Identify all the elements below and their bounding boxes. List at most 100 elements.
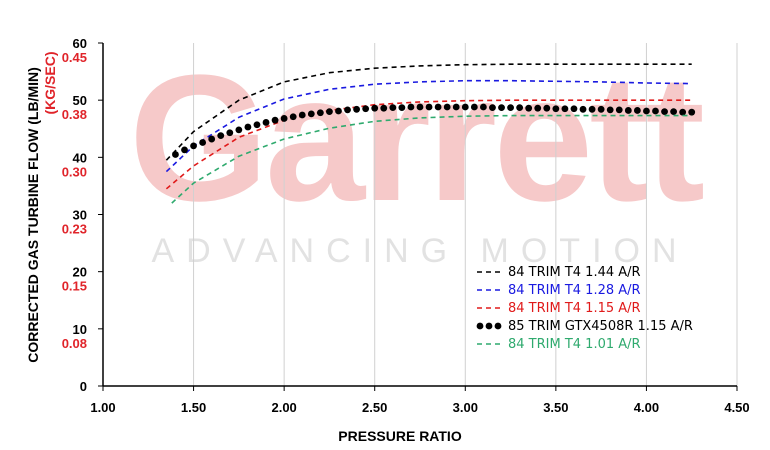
y-axis-title: CORRECTED GAS TURBINE FLOW (LB/MIN) xyxy=(25,67,41,363)
watermark: Garrett ADVANCING MOTION xyxy=(129,38,707,270)
series-point xyxy=(516,104,524,111)
series-point xyxy=(688,108,696,116)
y-axis-ticks: 0 10 20 30 40 50 60 0.08 0.15 0.23 0.30 0.38 0.45 xyxy=(62,36,103,394)
x-tick-label: 4.00 xyxy=(634,400,659,415)
series-point xyxy=(570,105,578,113)
series-point xyxy=(244,123,252,131)
series-point xyxy=(335,107,342,115)
series-point xyxy=(271,116,279,124)
chart-series xyxy=(165,63,696,204)
legend-label: 84 TRIM T4 1.15 A/R xyxy=(508,301,641,316)
series-point xyxy=(289,113,297,121)
series-point xyxy=(597,105,605,113)
series-point xyxy=(425,103,433,111)
series-point xyxy=(253,121,261,129)
x-tick-label: 1.00 xyxy=(90,400,115,415)
x-axis-title: PRESSURE RATIO xyxy=(338,428,462,444)
y-tick-label: 40 xyxy=(73,150,87,165)
series-point xyxy=(534,104,542,112)
y-axis-title-secondary: (KG/SEC) xyxy=(42,52,58,115)
series-point xyxy=(543,104,551,112)
watermark-brand: Garrett xyxy=(129,38,703,239)
series-point xyxy=(416,103,424,111)
y-tick-label: 10 xyxy=(73,322,87,337)
y-tick-label: 30 xyxy=(73,208,87,223)
series-point xyxy=(280,115,288,122)
legend-label: 84 TRIM T4 1.01 A/R xyxy=(508,337,641,352)
series-point xyxy=(380,104,388,112)
y-tick-label-secondary: 0.23 xyxy=(62,222,87,237)
series-point xyxy=(588,105,596,113)
series-point xyxy=(181,146,188,154)
series-point xyxy=(226,129,234,137)
y-tick-label-secondary: 0.38 xyxy=(62,107,87,122)
series-point xyxy=(208,135,216,143)
x-tick-label: 4.50 xyxy=(724,400,749,415)
series-point xyxy=(507,104,514,111)
legend-label: 84 TRIM T4 1.44 A/R xyxy=(508,265,641,280)
y-tick-label-secondary: 0.45 xyxy=(62,50,87,65)
series-point xyxy=(489,104,496,111)
x-axis-ticks: 1.00 1.50 2.00 2.50 3.00 3.50 4.00 4.50 xyxy=(90,386,750,415)
y-tick-label-secondary: 0.08 xyxy=(62,336,87,351)
series-point xyxy=(398,104,406,111)
series-point xyxy=(407,103,415,111)
series-point xyxy=(525,104,533,112)
series-point xyxy=(199,139,207,146)
series-point xyxy=(235,126,243,134)
x-tick-label: 3.00 xyxy=(453,400,478,415)
series-point xyxy=(615,106,623,114)
series-point xyxy=(190,142,197,150)
series-point xyxy=(561,105,569,113)
series-point xyxy=(326,108,333,115)
series-point xyxy=(480,103,487,111)
series-point xyxy=(652,107,659,115)
series-point xyxy=(461,103,469,111)
legend-label: 85 TRIM GTX4508R 1.15 A/R xyxy=(508,319,693,334)
y-tick-label-secondary: 0.30 xyxy=(62,164,87,179)
series-point xyxy=(606,106,614,114)
series-point xyxy=(661,108,668,115)
legend-marker xyxy=(476,322,484,330)
legend-label: 84 TRIM T4 1.28 A/R xyxy=(508,283,641,298)
series-point xyxy=(371,104,379,112)
y-tick-label: 50 xyxy=(73,93,87,108)
x-tick-label: 1.50 xyxy=(181,400,206,415)
chart-grid xyxy=(193,43,738,386)
series-line xyxy=(165,79,692,173)
series-line xyxy=(165,63,692,161)
series-point xyxy=(389,104,397,111)
series-point xyxy=(316,109,324,117)
series-point xyxy=(452,103,460,111)
y-tick-label: 20 xyxy=(73,265,87,280)
series-point xyxy=(262,119,270,126)
watermark-tagline: ADVANCING MOTION xyxy=(151,232,688,270)
y-tick-label-secondary: 0.15 xyxy=(62,279,87,294)
series-point xyxy=(353,105,360,113)
series-point xyxy=(434,103,442,111)
y-tick-label: 0 xyxy=(80,379,87,394)
series-point xyxy=(443,103,451,111)
x-tick-label: 2.50 xyxy=(362,400,387,415)
series-point xyxy=(172,151,179,158)
series-point xyxy=(624,107,632,114)
series-point xyxy=(643,107,650,115)
series-point xyxy=(362,105,370,113)
series-line xyxy=(165,99,692,190)
series-point xyxy=(344,106,351,114)
series-point xyxy=(579,105,587,113)
series-point xyxy=(498,104,505,111)
series-point xyxy=(633,107,641,114)
legend-marker xyxy=(485,322,493,330)
x-tick-label: 3.50 xyxy=(543,400,568,415)
series-point xyxy=(307,110,315,118)
series-point xyxy=(552,105,560,113)
series-point xyxy=(298,111,306,119)
legend-marker xyxy=(494,322,502,330)
x-tick-label: 2.00 xyxy=(271,400,296,415)
y-tick-label: 60 xyxy=(73,36,87,51)
series-line xyxy=(171,114,692,204)
series-point xyxy=(670,108,677,115)
series-point xyxy=(679,108,687,116)
